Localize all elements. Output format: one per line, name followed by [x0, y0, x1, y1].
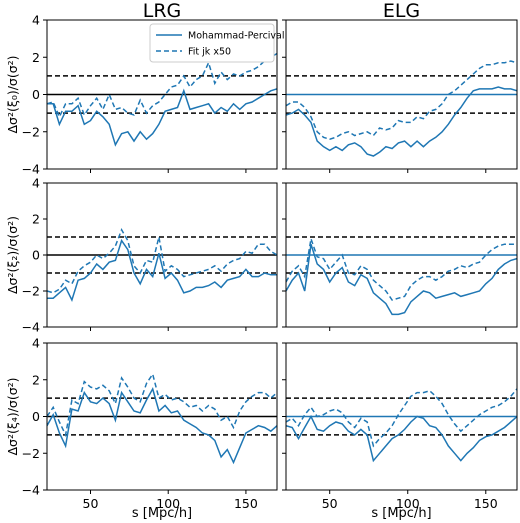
series-line-mohammad-percival — [47, 238, 277, 302]
series-line-mohammad-percival — [286, 414, 517, 463]
panel-LRG-xi2: −4 −2 0 2 4 Δσ²(ξ₂)/σ(σ²) — [5, 176, 278, 335]
y-tick-label: 0 — [32, 87, 40, 102]
y-tick-label: 2 — [32, 212, 40, 227]
y-tick-label: 4 — [32, 176, 40, 191]
legend-box — [149, 23, 275, 63]
y-tick-label: 0 — [32, 409, 40, 424]
legend-label: Fit jk x50 — [188, 47, 231, 58]
panel-title: ELG — [383, 0, 420, 22]
y-tick-label: 4 — [32, 336, 40, 351]
panel-LRG-xi0: −4 −2 0 2 4 LRG Δσ²(ξ₀)/σ(σ²) Mohammad-Percival… — [5, 0, 285, 177]
series-line-fit-jk — [286, 388, 517, 448]
panel-ELG-xi4: 50 100 150 s [Mpc/h] — [282, 342, 518, 521]
series-line-mohammad-percival — [47, 386, 277, 465]
x-tick-label: 150 — [234, 496, 258, 511]
legend-label: Mohammad-Percival — [188, 31, 285, 42]
series-line-mohammad-percival — [286, 86, 517, 157]
y-tick-label: −4 — [22, 162, 40, 177]
series-line-fit-jk — [286, 238, 517, 301]
panel-ELG-xi0: ELG — [282, 0, 518, 173]
series-line-fit-jk — [47, 52, 277, 119]
y-tick-label: −2 — [22, 284, 40, 299]
y-tick-label: 4 — [32, 13, 40, 28]
y-tick-label: 0 — [32, 248, 40, 263]
x-axis-label: s [Mpc/h] — [371, 506, 431, 521]
y-tick-label: −4 — [22, 483, 40, 498]
series-line-mohammad-percival — [286, 243, 517, 316]
panel-title: LRG — [143, 0, 182, 22]
x-tick-label: 50 — [322, 496, 338, 511]
x-tick-label: 100 — [156, 496, 180, 511]
x-tick-label: 100 — [396, 496, 420, 511]
panel-LRG-xi4: −4 −2 0 2 4 50 100 150 s [Mpc/h] Δσ²(ξ₄)/σ(σ²) — [5, 336, 278, 521]
x-tick-label: 50 — [83, 496, 99, 511]
series-line-fit-jk — [286, 60, 517, 140]
legend: Mohammad-Percival Fit jk x50 — [149, 23, 285, 63]
x-axis-label: s [Mpc/h] — [132, 506, 192, 521]
series-line-fit-jk — [47, 372, 277, 438]
y-tick-label: 2 — [32, 50, 40, 65]
series-line-fit-jk — [47, 228, 277, 294]
panel-ELG-xi2 — [282, 182, 518, 331]
y-axis-label: Δσ²(ξ₄)/σ(σ²) — [5, 377, 20, 455]
y-tick-label: −2 — [22, 124, 40, 139]
y-tick-label: 2 — [32, 372, 40, 387]
series-line-mohammad-percival — [47, 88, 277, 147]
y-axis-label: Δσ²(ξ₂)/σ(σ²) — [5, 216, 20, 294]
x-tick-label: 150 — [474, 496, 498, 511]
y-tick-label: −2 — [22, 446, 40, 461]
y-axis-label: Δσ²(ξ₀)/σ(σ²) — [5, 55, 20, 133]
y-tick-label: −4 — [22, 320, 40, 335]
